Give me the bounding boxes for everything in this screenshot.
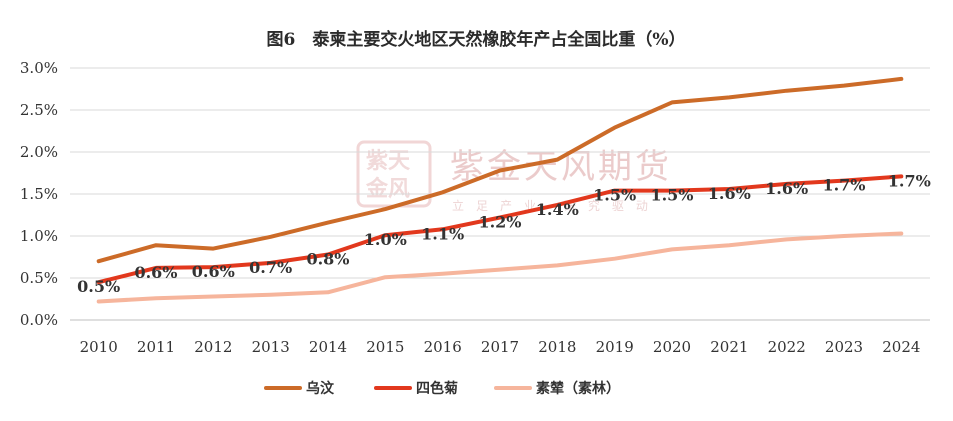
data-label: 1.4% <box>536 200 579 219</box>
legend-label-2: 素辇（素林） <box>536 380 620 397</box>
x-tick-label: 2018 <box>538 338 576 356</box>
watermark: 紫天 金风 紫金天风期货 立足产业 研究驱动 <box>356 140 672 213</box>
x-tick-label: 2016 <box>424 338 462 356</box>
legend-label-1: 四色菊 <box>416 380 458 397</box>
data-label: 1.7% <box>822 176 865 195</box>
x-tick-label: 2023 <box>825 338 863 356</box>
y-tick-label: 1.0% <box>20 227 58 245</box>
x-tick-label: 2021 <box>710 338 748 356</box>
data-label: 0.6% <box>192 262 235 281</box>
y-tick-label: 3.0% <box>20 59 58 77</box>
data-label: 1.7% <box>888 171 931 190</box>
data-labels: 0.5% 0.6% 0.6% 0.7% 0.8% 1.0% 1.1% 1.2% 1.4% 1.5%… <box>77 171 931 296</box>
series-line-2 <box>96 231 904 304</box>
watermark-brand: 紫金天风期货 <box>450 147 672 187</box>
x-tick-label: 2013 <box>252 338 290 356</box>
x-tick-label: 2014 <box>309 338 347 356</box>
data-label: 1.2% <box>478 213 521 232</box>
data-label: 1.5% <box>650 186 693 205</box>
x-tick-label: 2010 <box>80 338 118 356</box>
x-tick-label: 2024 <box>882 338 920 356</box>
legend-label-0: 乌汶 <box>306 380 335 397</box>
x-tick-label: 2020 <box>653 338 691 356</box>
series-lines <box>96 76 904 304</box>
data-label: 0.5% <box>77 277 120 296</box>
y-tick-label: 2.5% <box>20 101 58 119</box>
data-label: 1.6% <box>708 184 751 203</box>
x-tick-label: 2022 <box>768 338 806 356</box>
series-line-0 <box>96 76 904 264</box>
y-tick-label: 0.5% <box>20 269 58 287</box>
y-tick-label: 1.5% <box>20 185 58 203</box>
data-label: 1.0% <box>364 230 407 249</box>
data-label: 0.7% <box>249 258 292 277</box>
watermark-seal-text-2: 金风 <box>365 176 410 202</box>
x-tick-label: 2017 <box>481 338 519 356</box>
legend: 乌汶 四色菊 素辇（素林） <box>264 380 620 397</box>
data-label: 1.6% <box>765 179 808 198</box>
x-tick-label: 2012 <box>194 338 232 356</box>
series-line-1 <box>96 174 904 285</box>
data-label: 1.1% <box>421 224 464 243</box>
x-tick-label: 2019 <box>596 338 634 356</box>
y-tick-label: 2.0% <box>20 143 58 161</box>
x-tick-label: 2011 <box>137 338 175 356</box>
axes: 0.0% 0.5% 1.0% 1.5% 2.0% 2.5% 3.0% 2010 2011 2012… <box>20 59 930 356</box>
data-label: 0.8% <box>306 249 349 268</box>
chart-title: 图6 泰柬主要交火地区天然橡胶年产占全国比重（%） <box>267 29 686 50</box>
y-tick-label: 0.0% <box>20 311 58 329</box>
data-label: 0.6% <box>134 263 177 282</box>
data-label: 1.5% <box>593 186 636 205</box>
x-tick-label: 2015 <box>366 338 404 356</box>
